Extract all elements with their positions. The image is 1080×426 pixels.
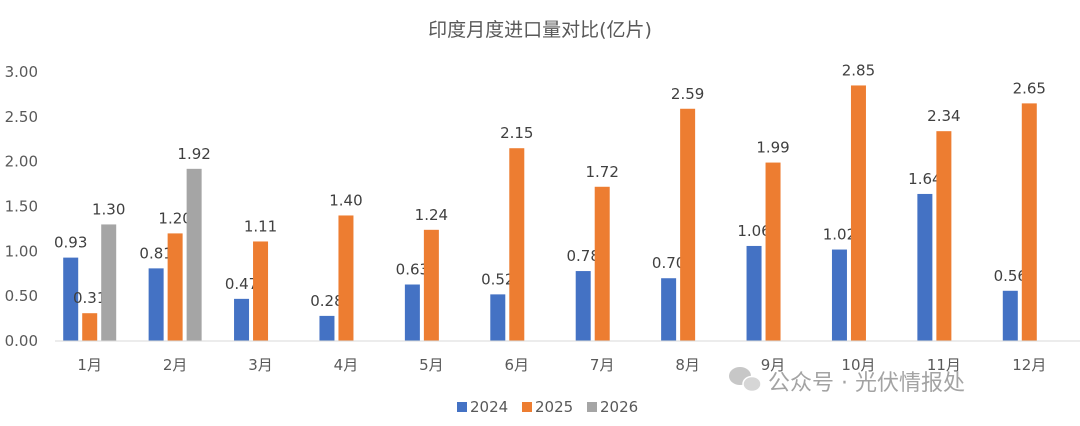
y-tick-label: 3.00 — [5, 63, 38, 81]
bar-2025 — [1021, 103, 1037, 341]
x-tick-label: 8月 — [675, 356, 700, 374]
legend-swatch-2026 — [587, 402, 597, 412]
data-label: 0.63 — [396, 261, 429, 279]
bar-2024 — [746, 245, 762, 341]
x-tick-label: 2月 — [163, 356, 188, 374]
y-tick-label: 2.00 — [5, 153, 38, 171]
data-label: 2.15 — [500, 124, 533, 142]
bar-2025 — [765, 162, 781, 341]
data-label: 0.93 — [54, 234, 87, 252]
bar-2024 — [917, 193, 933, 341]
bar-2025 — [594, 186, 610, 341]
bar-2025 — [423, 229, 439, 341]
x-tick-label: 1月 — [77, 356, 102, 374]
x-axis: 1月 2月 3月 4月 5月 6月 7月 8月 9月 10月 11月 12月 — [55, 340, 1080, 374]
bar-2024 — [831, 249, 847, 341]
data-label: 0.31 — [73, 289, 106, 307]
data-label: 0.56 — [994, 267, 1027, 285]
legend-label: 2024 — [470, 398, 508, 416]
y-tick-label: 0.00 — [5, 332, 38, 350]
bar-2024 — [575, 271, 591, 341]
x-tick-label: 11月 — [927, 356, 961, 374]
y-tick-label: 0.50 — [5, 287, 38, 305]
legend-swatch-2024 — [457, 402, 467, 412]
data-label: 0.52 — [481, 270, 514, 288]
chart-title: 印度月度进口量对比(亿片) — [428, 19, 652, 41]
bar-2025 — [253, 241, 269, 341]
bar-2024 — [234, 298, 250, 341]
x-tick-label: 7月 — [590, 356, 615, 374]
legend-swatch-2025 — [522, 402, 532, 412]
bar-2024 — [63, 257, 79, 341]
x-tick-label: 12月 — [1012, 356, 1046, 374]
y-tick-label: 1.00 — [5, 242, 38, 260]
y-axis: 0.00 0.50 1.00 1.50 2.00 2.50 3.00 — [5, 63, 38, 350]
x-tick-label: 5月 — [419, 356, 444, 374]
x-tick-label: 9月 — [761, 356, 786, 374]
data-label: 2.85 — [842, 61, 875, 79]
bar-2024 — [319, 315, 335, 341]
x-tick-label: 6月 — [505, 356, 530, 374]
x-tick-label: 3月 — [248, 356, 273, 374]
bar-2025 — [850, 85, 866, 341]
data-label: 2.59 — [671, 85, 704, 103]
data-label: 1.20 — [158, 209, 191, 227]
bar-2025 — [167, 233, 183, 341]
data-label: 0.47 — [225, 275, 258, 293]
data-label: 1.02 — [823, 226, 856, 244]
data-label: 1.06 — [737, 222, 770, 240]
bar-2026 — [186, 168, 202, 341]
bar-2024 — [490, 294, 506, 341]
data-label: 0.81 — [139, 244, 172, 262]
data-label: 0.28 — [310, 292, 343, 310]
bars: 0.93 0.31 1.30 0.81 1.20 1.92 0.47 1.11 0.28 1.40… — [54, 61, 1046, 341]
data-label: 2.34 — [927, 107, 960, 125]
data-label: 1.99 — [756, 139, 789, 157]
bar-2026 — [101, 224, 117, 341]
data-label: 1.64 — [908, 170, 941, 188]
data-label: 1.92 — [177, 145, 210, 163]
data-label: 1.40 — [329, 191, 362, 209]
bar-2024 — [404, 284, 420, 341]
bar-2025 — [82, 313, 98, 341]
legend: 2024 2025 2026 — [457, 398, 638, 416]
watermark: 公众号 · 光伏情报处 — [729, 367, 965, 396]
data-label: 0.70 — [652, 254, 685, 272]
data-label: 2.65 — [1013, 79, 1046, 97]
wechat-icon — [729, 367, 762, 393]
x-tick-label: 4月 — [334, 356, 359, 374]
legend-label: 2025 — [535, 398, 573, 416]
data-label: 1.72 — [586, 163, 619, 181]
data-label: 1.30 — [92, 200, 125, 218]
bar-2025 — [509, 148, 525, 341]
bar-2025 — [680, 108, 696, 341]
bar-2024 — [1002, 290, 1018, 341]
data-label: 0.78 — [567, 247, 600, 265]
data-label: 1.11 — [244, 217, 277, 235]
y-tick-label: 2.50 — [5, 108, 38, 126]
legend-label: 2026 — [600, 398, 638, 416]
bar-2024 — [148, 268, 164, 341]
y-tick-label: 1.50 — [5, 198, 38, 216]
bar-2025 — [936, 131, 952, 341]
data-label: 1.24 — [415, 206, 448, 224]
bar-2024 — [661, 278, 677, 341]
x-tick-label: 10月 — [841, 356, 875, 374]
bar-2025 — [338, 215, 354, 341]
watermark-text: 公众号 · 光伏情报处 — [768, 371, 965, 396]
